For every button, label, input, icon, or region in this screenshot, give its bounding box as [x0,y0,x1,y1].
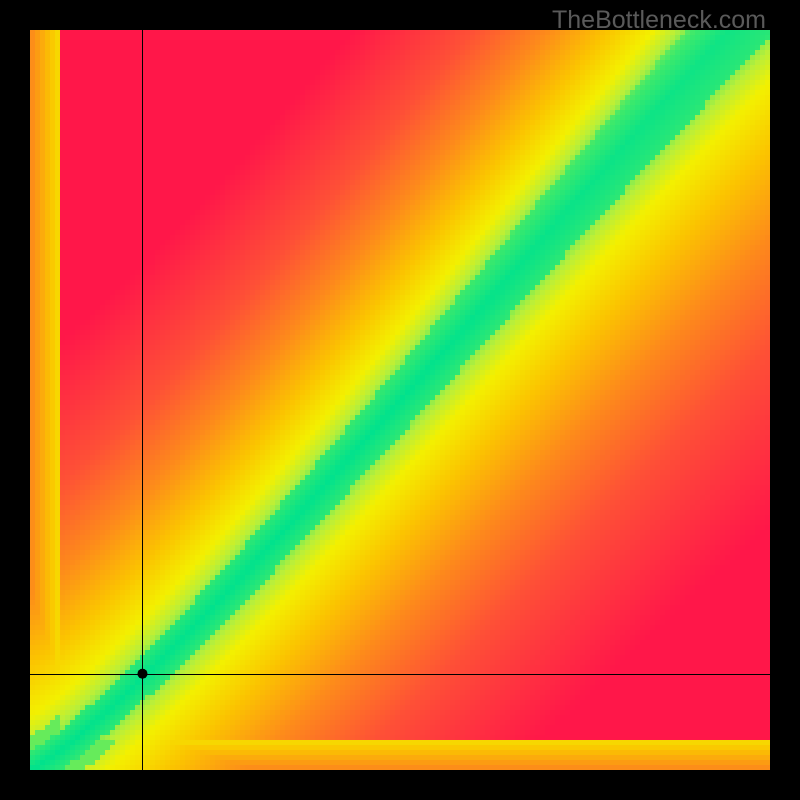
chart-container: TheBottleneck.com [0,0,800,800]
bottleneck-heatmap [0,0,800,800]
watermark-text: TheBottleneck.com [552,6,766,35]
